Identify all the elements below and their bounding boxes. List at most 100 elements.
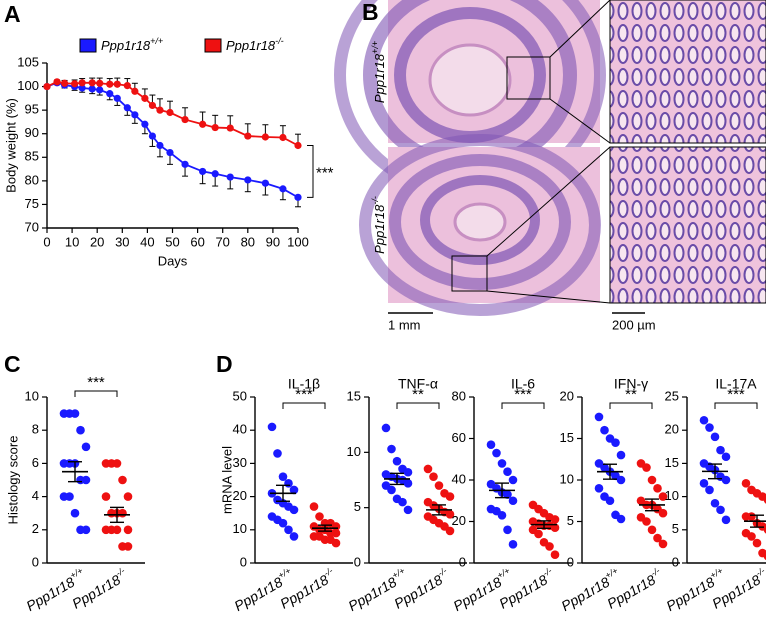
y-tick-label: 5 (354, 499, 361, 514)
y-tick-label: 20 (233, 488, 247, 503)
dot (429, 472, 438, 481)
panel-label: D (216, 351, 233, 377)
dot (76, 425, 85, 435)
dot (642, 517, 651, 526)
chart-title: IFN-γ (614, 376, 648, 392)
y-tick-label: 80 (25, 172, 39, 187)
point (78, 79, 86, 87)
y-tick-label: 105 (17, 54, 39, 69)
x-tick-label: 0 (43, 234, 50, 249)
dot (267, 422, 277, 432)
dot (747, 512, 756, 521)
zoom-line (486, 146, 611, 257)
point (78, 84, 86, 92)
dot (550, 550, 560, 559)
dot (434, 481, 444, 490)
y-tick-label: 0 (240, 554, 247, 569)
dot (497, 459, 507, 468)
dot (381, 423, 391, 433)
dot (716, 505, 725, 515)
dot (647, 525, 657, 535)
dot (508, 496, 518, 506)
dot (550, 523, 560, 533)
point (71, 80, 79, 88)
point (141, 94, 149, 102)
dot (699, 479, 709, 488)
x-tick-label: 40 (140, 234, 154, 249)
y-tick-label: 15 (560, 430, 574, 445)
dot (278, 518, 288, 528)
dot (423, 464, 433, 474)
dot (721, 475, 731, 485)
dot (289, 485, 299, 495)
point (113, 80, 121, 88)
dot (653, 484, 662, 493)
y-tick-label: 0 (459, 554, 466, 569)
y-tick-label: 40 (233, 422, 247, 437)
y-axis-label: Body weight (%) (3, 98, 18, 193)
point (156, 141, 164, 150)
dot (534, 529, 543, 539)
dot (492, 448, 501, 458)
point (96, 86, 104, 94)
x-tick-label: 10 (65, 234, 79, 249)
y-tick-label: 80 (452, 388, 466, 403)
dot (309, 502, 319, 511)
dot (508, 475, 518, 485)
point (156, 106, 164, 114)
y-tick-label: 85 (25, 149, 39, 164)
dot (112, 525, 122, 535)
dot (763, 525, 766, 534)
dot (699, 415, 709, 425)
dot (503, 525, 512, 535)
dot (331, 538, 341, 548)
image-wt-high (609, 0, 766, 144)
dot (445, 510, 455, 519)
point (211, 170, 219, 178)
dot (70, 409, 80, 418)
chart-title: IL-6 (511, 376, 535, 392)
point (244, 132, 252, 140)
significance: ** (412, 386, 424, 403)
dot (705, 423, 714, 432)
panel-label: C (4, 351, 21, 377)
dot (123, 525, 133, 535)
significance-bracket (282, 402, 326, 409)
dot (278, 472, 288, 481)
dot (545, 542, 554, 551)
dot (658, 539, 668, 549)
dot (594, 412, 604, 422)
scale-label: 200 µm (612, 317, 656, 332)
point (261, 179, 269, 187)
dot (647, 475, 657, 485)
significance-bracket (74, 390, 118, 397)
dot (716, 445, 725, 455)
dot (118, 508, 127, 518)
point (261, 133, 269, 141)
dot (445, 492, 455, 501)
y-tick-label: 5 (567, 513, 574, 528)
dot (605, 496, 615, 506)
point (106, 80, 114, 88)
dot (721, 452, 731, 462)
dot (658, 508, 668, 518)
zoom-box (506, 56, 551, 100)
point (53, 78, 61, 86)
dot (710, 432, 720, 442)
dot (118, 475, 127, 485)
point (106, 90, 114, 98)
point (113, 94, 121, 102)
dot (508, 540, 518, 549)
point (88, 85, 96, 93)
x-tick-label: 70 (215, 234, 229, 249)
point (96, 79, 104, 87)
dot (503, 467, 512, 477)
point (294, 193, 302, 201)
significance-bracket (307, 145, 314, 198)
y-tick-label: 30 (233, 455, 247, 470)
row-label: Ppp1r18-/- (370, 196, 387, 254)
dot (503, 490, 512, 499)
dot (331, 528, 341, 538)
point (131, 111, 139, 119)
